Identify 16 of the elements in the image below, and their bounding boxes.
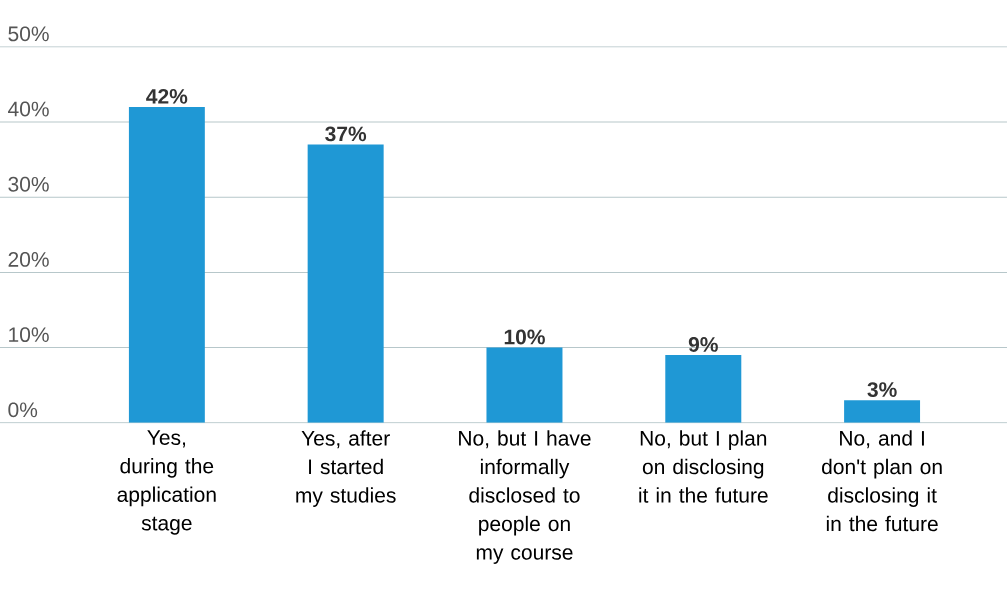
data-label: 37% bbox=[325, 126, 367, 142]
y-tick-label: 30% bbox=[8, 176, 49, 192]
data-label: 9% bbox=[688, 337, 718, 352]
x-tick-label: No, and I don't plan on disclosing it in the future bbox=[822, 430, 942, 532]
x-tick-label: Yes, after I started my studies bbox=[296, 430, 396, 507]
x-tick-label: No, but I plan on disclosing it in the future bbox=[639, 430, 768, 503]
y-tick-label: 50% bbox=[8, 26, 49, 42]
x-tick-label: No, but I have informally disclosed to people on my course bbox=[459, 430, 591, 564]
data-label: 10% bbox=[504, 329, 545, 345]
y-tick-label: 10% bbox=[9, 327, 49, 343]
data-label: 3% bbox=[867, 382, 897, 398]
x-tick-label: Yes, during the application stage bbox=[117, 430, 216, 535]
data-label: 42% bbox=[146, 88, 188, 104]
y-tick-label: 40% bbox=[8, 101, 49, 117]
y-tick-label: 20% bbox=[8, 251, 49, 267]
y-tick-label: 0% bbox=[8, 402, 38, 418]
